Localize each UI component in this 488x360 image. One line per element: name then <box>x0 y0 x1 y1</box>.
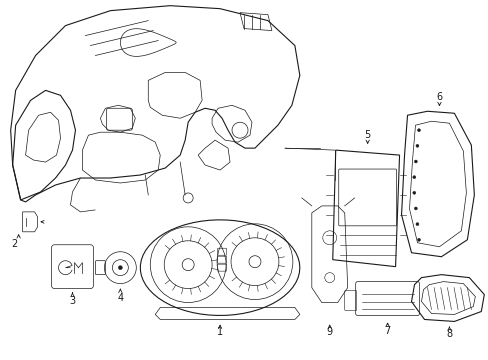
Circle shape <box>415 144 418 147</box>
Circle shape <box>413 160 417 163</box>
Text: 5: 5 <box>364 130 370 140</box>
Circle shape <box>413 207 417 210</box>
Text: 2: 2 <box>12 239 18 249</box>
Circle shape <box>412 191 415 194</box>
Text: 8: 8 <box>446 329 451 339</box>
Text: 9: 9 <box>326 327 332 337</box>
Text: 6: 6 <box>435 92 442 102</box>
Text: 7: 7 <box>384 327 390 336</box>
Circle shape <box>412 176 415 179</box>
Text: 4: 4 <box>117 293 123 302</box>
Text: 3: 3 <box>69 296 76 306</box>
Text: 1: 1 <box>217 327 223 337</box>
Circle shape <box>417 238 420 241</box>
Circle shape <box>415 222 418 226</box>
Circle shape <box>118 266 122 270</box>
Circle shape <box>417 129 420 132</box>
